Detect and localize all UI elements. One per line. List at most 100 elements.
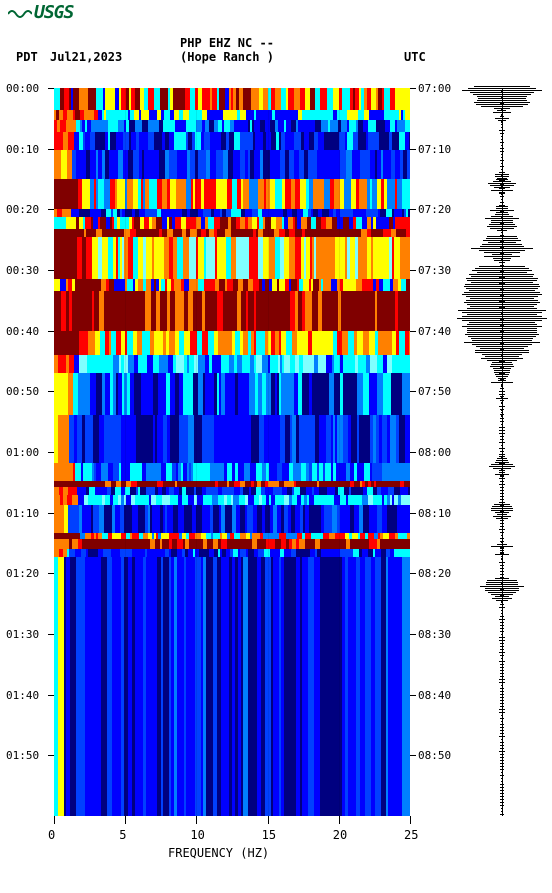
tick-mark (268, 816, 269, 824)
waveform-noise (499, 619, 504, 620)
waveform-noise (500, 316, 504, 317)
waveform-noise (500, 691, 504, 692)
time-tick-right: 08:40 (418, 689, 451, 702)
waveform-noise (500, 598, 504, 599)
waveform-noise (501, 199, 503, 200)
waveform-segment (494, 260, 510, 261)
waveform-noise (501, 136, 503, 137)
waveform-noise (499, 88, 504, 89)
waveform-noise (499, 442, 505, 443)
waveform-noise (500, 769, 505, 770)
usgs-wave-icon (8, 6, 32, 18)
waveform-noise (499, 433, 505, 434)
waveform-noise (500, 625, 504, 626)
waveform-segment (501, 602, 503, 603)
waveform-noise (499, 529, 505, 530)
waveform-segment (497, 362, 507, 363)
waveform-segment (486, 584, 518, 585)
tick-mark (48, 634, 54, 635)
waveform-noise (501, 175, 504, 176)
waveform-noise (500, 805, 504, 806)
waveform-noise (501, 469, 503, 470)
waveform-segment (491, 464, 512, 465)
waveform-noise (500, 466, 504, 467)
waveform-noise (499, 193, 504, 194)
freq-tick: 15 (262, 828, 276, 842)
waveform-segment (501, 470, 503, 471)
waveform-segment (477, 272, 527, 273)
waveform-noise (500, 166, 505, 167)
spectrogram-row (54, 209, 410, 217)
waveform-noise (501, 364, 504, 365)
waveform-noise (500, 592, 503, 593)
waveform-noise (500, 799, 503, 800)
waveform-noise (501, 109, 504, 110)
waveform-noise (500, 505, 503, 506)
waveform-noise (500, 235, 504, 236)
waveform-noise (499, 448, 505, 449)
spectrogram-row (54, 88, 410, 110)
waveform-noise (500, 103, 505, 104)
waveform-noise (500, 349, 503, 350)
waveform-noise (500, 646, 505, 647)
waveform-noise (500, 289, 504, 290)
waveform-segment (495, 554, 510, 555)
time-tick-right: 08:00 (418, 446, 451, 459)
waveform-noise (501, 259, 503, 260)
waveform-noise (501, 772, 503, 773)
waveform-noise (501, 634, 504, 635)
waveform-noise (500, 628, 504, 629)
spectrogram-row (54, 217, 410, 229)
spectrogram-row (54, 279, 410, 291)
tick-mark (410, 391, 416, 392)
waveform-noise (500, 94, 504, 95)
spectrogram-row (54, 495, 410, 505)
waveform-noise (499, 586, 504, 587)
waveform-noise (501, 313, 504, 314)
channel-label: PHP EHZ NC -- (180, 36, 274, 50)
waveform-noise (500, 298, 504, 299)
waveform-segment (469, 290, 535, 291)
waveform-noise (501, 97, 503, 98)
waveform-noise (500, 544, 504, 545)
waveform-noise (500, 325, 504, 326)
waveform-segment (501, 116, 503, 117)
tick-mark (410, 149, 416, 150)
freq-tick: 0 (48, 828, 55, 842)
waveform-segment (496, 104, 507, 105)
waveform-noise (499, 100, 505, 101)
waveform-noise (500, 643, 504, 644)
time-tick-left: 01:30 (6, 628, 39, 641)
waveform-noise (499, 394, 505, 395)
tick-mark (48, 149, 54, 150)
waveform-segment (501, 416, 503, 417)
time-tick-left: 00:10 (6, 143, 39, 156)
waveform-noise (499, 430, 505, 431)
waveform-segment (492, 506, 513, 507)
waveform-noise (499, 130, 504, 131)
waveform-segment (476, 92, 529, 93)
waveform-segment (496, 206, 507, 207)
tick-mark (48, 573, 54, 574)
waveform-noise (500, 343, 505, 344)
waveform-noise (500, 256, 504, 257)
waveform-noise (501, 415, 503, 416)
waveform-segment (501, 386, 503, 387)
waveform-noise (500, 142, 504, 143)
waveform-segment (495, 578, 508, 579)
spectrogram-row (54, 179, 410, 209)
waveform-segment (495, 176, 509, 177)
tick-mark (196, 816, 197, 824)
waveform-noise (500, 523, 504, 524)
waveform-segment (466, 278, 539, 279)
waveform-segment (495, 596, 508, 597)
waveform-noise (500, 244, 504, 245)
spectrogram (54, 88, 410, 816)
waveform-noise (500, 202, 504, 203)
waveform-noise (500, 250, 503, 251)
waveform-noise (500, 742, 503, 743)
waveform-noise (501, 274, 504, 275)
waveform-noise (500, 787, 504, 788)
waveform-segment (472, 344, 533, 345)
waveform-noise (500, 319, 503, 320)
